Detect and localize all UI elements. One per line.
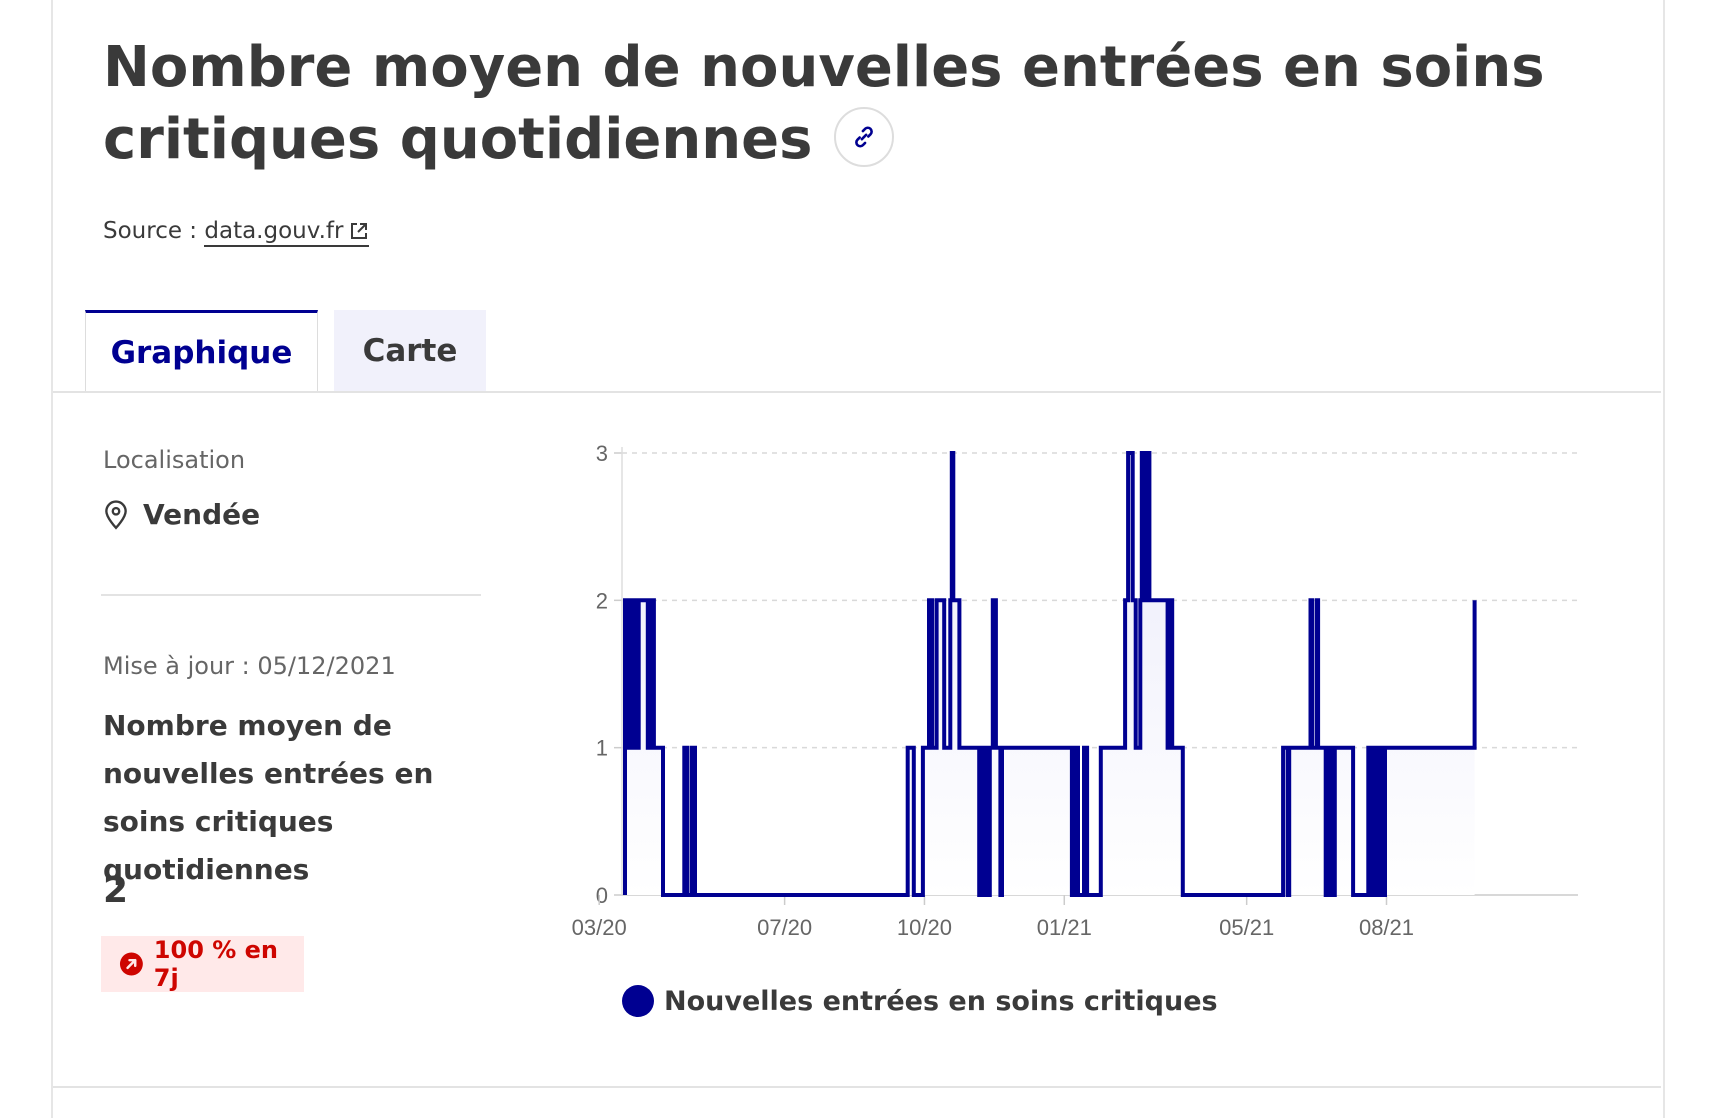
y-tick-label: 3 — [596, 441, 608, 466]
update-date: Mise à jour : 05/12/2021 — [103, 652, 396, 680]
y-axis: 0 1 2 3 — [596, 441, 623, 908]
tab-carte[interactable]: Carte — [334, 310, 486, 392]
sidebar-divider — [101, 594, 481, 596]
source-prefix: Source : — [103, 218, 205, 244]
x-tick-label: 03/20 — [572, 915, 627, 940]
x-tick-label: 01/21 — [1037, 915, 1092, 940]
page-title-text: Nombre moyen de nouvelles entrées en soi… — [103, 35, 1545, 172]
x-tick-label: 10/20 — [897, 915, 952, 940]
indicator-name: Nombre moyen de nouvelles entrées en soi… — [103, 709, 434, 886]
source-link-text: data.gouv.fr — [204, 218, 344, 244]
bottom-divider — [53, 1086, 1661, 1088]
chart-legend: Nouvelles entrées en soins critiques — [622, 985, 1218, 1017]
map-pin-icon — [105, 499, 127, 530]
source-link[interactable]: data.gouv.fr — [204, 218, 370, 247]
location-value: Vendée — [103, 498, 260, 531]
location-name: Vendée — [143, 498, 261, 531]
legend-swatch — [622, 985, 654, 1017]
series-layer — [623, 451, 1477, 897]
page-title: Nombre moyen de nouvelles entrées en soi… — [103, 32, 1663, 176]
location-label: Localisation — [103, 446, 246, 474]
y-tick-label: 1 — [596, 736, 608, 761]
x-axis: 03/20 07/20 10/20 01/21 05/21 08/21 — [572, 894, 1578, 940]
legend-label: Nouvelles entrées en soins critiques — [664, 985, 1218, 1017]
copy-link-button[interactable] — [834, 106, 895, 167]
indicator-card — [51, 0, 1665, 1118]
tab-graphique[interactable]: Graphique — [85, 310, 318, 392]
source-line: Source : data.gouv.fr — [103, 218, 370, 247]
trend-text: 100 % en 7j — [153, 936, 279, 992]
arrow-up-right-icon — [119, 952, 143, 976]
y-tick-label: 0 — [596, 883, 608, 908]
x-tick-label: 08/21 — [1359, 915, 1414, 940]
indicator-value: 2 — [103, 870, 129, 911]
tabs-divider — [53, 391, 1661, 393]
y-tick-label: 2 — [596, 588, 608, 613]
link-icon — [855, 126, 874, 148]
x-tick-label: 05/21 — [1219, 915, 1274, 940]
external-link-icon — [351, 223, 368, 239]
grid-layer — [622, 452, 1578, 749]
line-chart: 0 1 2 3 03/20 07/20 10/20 01/21 05/21 08/21 — [572, 441, 1578, 940]
series-line — [623, 451, 1477, 897]
series-area — [625, 453, 1475, 895]
x-tick-label: 07/20 — [757, 915, 812, 940]
trend-badge: 100 % en 7j — [101, 936, 304, 992]
